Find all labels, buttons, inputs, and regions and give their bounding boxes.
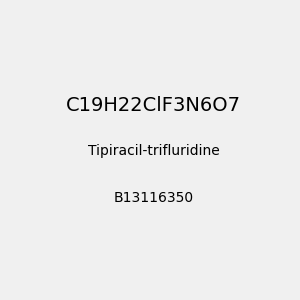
Text: B13116350: B13116350 [114, 191, 194, 205]
Text: C19H22ClF3N6O7: C19H22ClF3N6O7 [66, 96, 241, 115]
Text: Tipiracil-trifluridine: Tipiracil-trifluridine [88, 145, 220, 158]
